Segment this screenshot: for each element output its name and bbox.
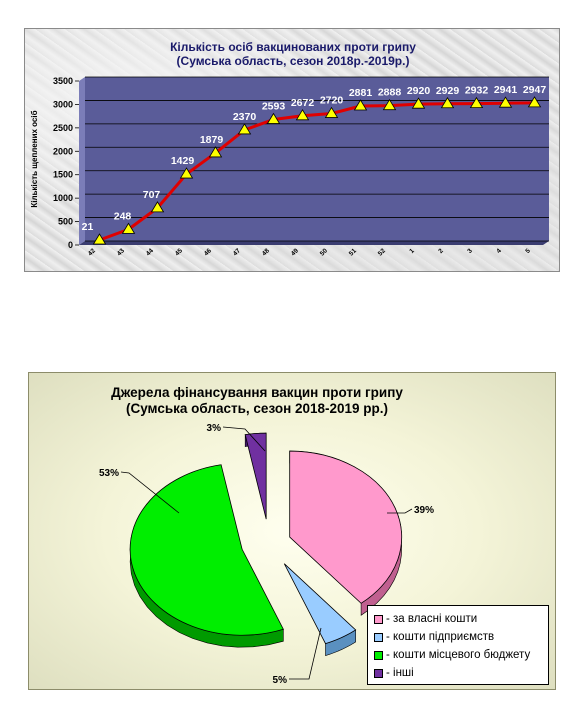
y-tick-label: 2500 <box>53 123 73 133</box>
legend-label: - за власні кошти <box>386 613 478 625</box>
data-label: 21 <box>82 221 94 233</box>
data-point-marker <box>324 106 339 118</box>
pie-slice <box>129 464 284 636</box>
data-label: 2932 <box>465 85 489 97</box>
data-label: 707 <box>143 189 161 201</box>
x-tick-label: 2 <box>437 247 445 255</box>
y-axis-label: Кількість щеплених осіб <box>30 110 39 207</box>
legend-item: - за власні кошти <box>374 610 542 628</box>
y-tick-label: 0 <box>68 240 73 250</box>
data-label: 2947 <box>523 84 547 96</box>
pie-chart-title: Джерела фінансування вакцин проти грипу <box>111 385 403 400</box>
legend-item: - кошти місцевого бюджету <box>374 646 542 664</box>
data-label: 2720 <box>320 95 344 107</box>
data-label: 2929 <box>436 85 460 97</box>
plot-side-wall <box>79 77 85 245</box>
x-tick-label: 43 <box>116 247 126 257</box>
x-tick-label: 4 <box>495 247 503 255</box>
data-label: 1429 <box>171 155 195 167</box>
pie-slice-label: 5% <box>273 675 288 686</box>
data-point-marker <box>411 97 426 109</box>
y-tick-label: 1500 <box>53 170 73 180</box>
x-tick-label: 51 <box>348 247 358 257</box>
pie-slice <box>283 563 357 645</box>
data-point-marker <box>440 96 455 109</box>
data-point-marker <box>469 96 484 109</box>
pie-leader-line <box>120 471 180 514</box>
x-tick-label: 45 <box>174 247 184 257</box>
data-point-marker <box>295 109 310 121</box>
data-point-marker <box>266 112 281 124</box>
data-label: 2920 <box>407 85 431 97</box>
plot-floor <box>79 241 549 245</box>
data-point-marker <box>237 123 252 135</box>
data-label: 2888 <box>378 87 402 99</box>
line-chart-title: Кількість осіб вакцинованих проти грипу <box>170 40 416 54</box>
x-tick-label: 5 <box>524 247 532 255</box>
legend-swatch <box>374 632 383 642</box>
data-label: 2941 <box>494 84 518 96</box>
x-tick-label: 48 <box>261 247 271 257</box>
data-point-marker <box>92 233 107 245</box>
pie-leader-line <box>387 508 413 514</box>
series-line <box>98 101 535 242</box>
y-tick-label: 3000 <box>53 99 73 109</box>
pie-chart-subtitle: (Сумська область, сезон 2018-2019 рр.) <box>126 401 388 416</box>
x-tick-label: 49 <box>290 247 300 257</box>
y-tick-label: 500 <box>58 217 73 227</box>
data-point-marker <box>150 201 165 213</box>
legend-swatch <box>374 668 383 678</box>
y-tick-label: 1000 <box>53 193 73 203</box>
data-point-marker <box>498 96 513 108</box>
legend-label: - кошти місцевого бюджету <box>386 649 531 661</box>
pie-leader-line <box>222 426 266 452</box>
y-tick-label: 3500 <box>53 76 73 86</box>
pie-leader-line <box>289 627 322 680</box>
data-label: 248 <box>114 210 132 222</box>
x-tick-label: 50 <box>319 247 329 257</box>
data-label: 2672 <box>291 97 315 109</box>
legend-swatch <box>374 650 383 660</box>
line-chart: Кількість осіб вакцинованих проти грипу(… <box>30 40 549 258</box>
legend-item: - кошти підприємств <box>374 628 542 646</box>
pie-chart: Джерела фінансування вакцин проти грипу(… <box>99 385 434 686</box>
data-label: 2593 <box>262 100 286 112</box>
data-point-marker <box>353 99 368 111</box>
x-tick-label: 52 <box>377 247 387 257</box>
data-point-marker <box>121 222 136 234</box>
data-label: 2370 <box>233 111 257 123</box>
x-tick-label: 3 <box>466 247 474 255</box>
data-point-marker <box>382 98 397 111</box>
x-tick-label: 42 <box>87 247 97 257</box>
x-tick-label: 46 <box>203 247 213 257</box>
pie-legend: - за власні кошти - кошти підприємств - ко… <box>367 605 549 685</box>
pie-slice-label: 39% <box>414 505 434 516</box>
line-chart-subtitle: (Сумська область, сезон 2018р.-2019р.) <box>177 54 410 68</box>
x-tick-label: 47 <box>232 247 242 257</box>
pie-slice-label: 3% <box>207 423 222 434</box>
data-label: 2881 <box>349 87 373 99</box>
data-point-marker <box>527 96 542 108</box>
x-tick-label: 1 <box>408 247 416 255</box>
legend-label: - інші <box>386 667 414 679</box>
plot-area <box>85 77 549 241</box>
legend-swatch <box>374 614 383 624</box>
legend-item: - інші <box>374 664 542 682</box>
pie-slice-label: 53% <box>99 468 119 479</box>
pie-slice <box>289 450 403 604</box>
x-tick-label: 44 <box>145 247 155 257</box>
data-label: 1879 <box>200 134 224 146</box>
pie-chart-panel: Джерела фінансування вакцин проти грипу(… <box>28 372 556 690</box>
y-tick-label: 2000 <box>53 146 73 156</box>
pie-slice <box>244 432 267 520</box>
data-point-marker <box>208 146 223 158</box>
data-point-marker <box>179 167 194 179</box>
line-chart-panel: Кількість осіб вакцинованих проти грипу(… <box>24 28 560 272</box>
legend-label: - кошти підприємств <box>386 631 495 643</box>
